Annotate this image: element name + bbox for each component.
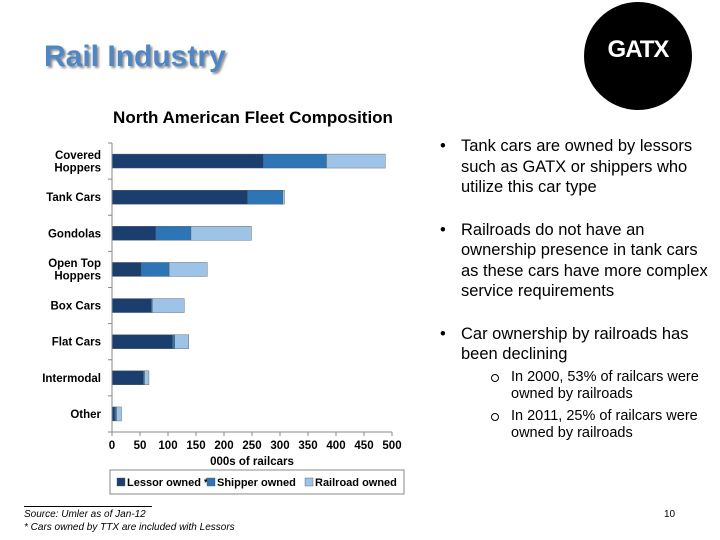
- category-label: Tank Cars: [46, 192, 101, 204]
- sub-bullet-item: In 2000, 53% of railcars were owned by r…: [461, 369, 718, 404]
- slide-title: Rail Industry: [44, 40, 226, 73]
- bullet-item: • Railroads do not have an ownership pre…: [438, 220, 718, 302]
- bullet-item: • Tank cars are owned by lessors such as…: [438, 136, 718, 198]
- bar-segment: [116, 406, 122, 422]
- x-tick-label: 50: [134, 440, 147, 452]
- category-label: Gondolas: [48, 228, 101, 240]
- bar-segment: [111, 153, 264, 169]
- bar-segment: [247, 189, 284, 205]
- bar-segment: [111, 298, 152, 313]
- circle-bullet-icon: [491, 412, 499, 421]
- bar-segment: [282, 189, 285, 205]
- gatx-logo: GATX: [584, 2, 692, 110]
- bullet-text: Car ownership by railroads has been decl…: [461, 324, 689, 364]
- legend-label: Railroad owned: [315, 477, 397, 489]
- bar-segment: [326, 153, 386, 169]
- legend-label: Shipper owned: [217, 477, 296, 489]
- bar-segment: [111, 334, 173, 349]
- bar-segment: [111, 262, 142, 277]
- bar-segment: [172, 334, 175, 349]
- chart-title: North American Fleet Composition: [113, 108, 393, 127]
- bar-segment: [111, 189, 248, 205]
- legend-swatch: [304, 477, 314, 487]
- x-tick-label: 250: [242, 440, 261, 452]
- category-label: Covered: [55, 150, 101, 162]
- bar-segment: [111, 226, 156, 241]
- bullet-list: • Tank cars are owned by lessors such as…: [438, 136, 718, 465]
- bar-segment: [174, 334, 189, 349]
- category-label: Open Top: [48, 258, 101, 270]
- sub-bullet-text: In 2000, 53% of railcars were owned by r…: [511, 368, 699, 403]
- x-tick-label: 400: [326, 440, 345, 452]
- category-label: Hoppers: [54, 271, 101, 283]
- bullet-item: • Car ownership by railroads has been de…: [438, 324, 718, 443]
- bar-segment: [111, 370, 144, 386]
- category-label: Hoppers: [54, 162, 101, 174]
- x-tick-label: 0: [109, 440, 115, 452]
- sub-bullet-item: In 2011, 25% of railcars were owned by r…: [461, 408, 718, 443]
- legend-box: [109, 469, 405, 495]
- bar-segment: [114, 406, 117, 422]
- x-tick-label: 450: [354, 440, 373, 452]
- circle-bullet-icon: [491, 373, 499, 382]
- bullet-dot: •: [440, 220, 446, 239]
- legend-label: Lessor owned *: [127, 477, 209, 489]
- x-tick-label: 300: [270, 440, 289, 452]
- bar-segment: [140, 262, 170, 277]
- logo-text: GATX: [607, 36, 670, 63]
- category-label: Intermodal: [42, 373, 101, 385]
- bullet-dot: •: [440, 324, 446, 343]
- category-label: Box Cars: [51, 301, 102, 313]
- category-label: Flat Cars: [52, 337, 101, 349]
- bullet-text: Tank cars are owned by lessors such as G…: [461, 137, 693, 196]
- bullet-text: Railroads do not have an ownership prese…: [461, 220, 708, 301]
- bar-segment: [190, 226, 252, 241]
- x-axis-label: 000s of railcars: [210, 456, 294, 468]
- category-label: Other: [70, 409, 101, 421]
- x-tick-label: 500: [382, 440, 401, 452]
- x-tick-label: 150: [186, 440, 205, 452]
- x-tick-label: 200: [214, 440, 233, 452]
- bar-segment: [168, 262, 208, 277]
- source-footnote: Source: Umler as of Jan-12: [24, 509, 146, 520]
- x-tick-label: 100: [158, 440, 177, 452]
- page-number: 10: [664, 509, 676, 520]
- bullet-dot: •: [440, 137, 446, 155]
- ttx-footnote: * Cars owned by TTX are included with Le…: [24, 522, 235, 533]
- bar-segment: [263, 153, 327, 169]
- bar-segment: [144, 370, 150, 386]
- legend-swatch: [116, 477, 126, 487]
- sub-bullet-text: In 2011, 25% of railcars were owned by r…: [511, 407, 698, 442]
- bar-segment: [152, 298, 185, 313]
- bar-segment: [155, 226, 192, 241]
- footnote-divider: [24, 506, 152, 507]
- x-tick-label: 350: [298, 440, 317, 452]
- legend-swatch: [206, 477, 216, 487]
